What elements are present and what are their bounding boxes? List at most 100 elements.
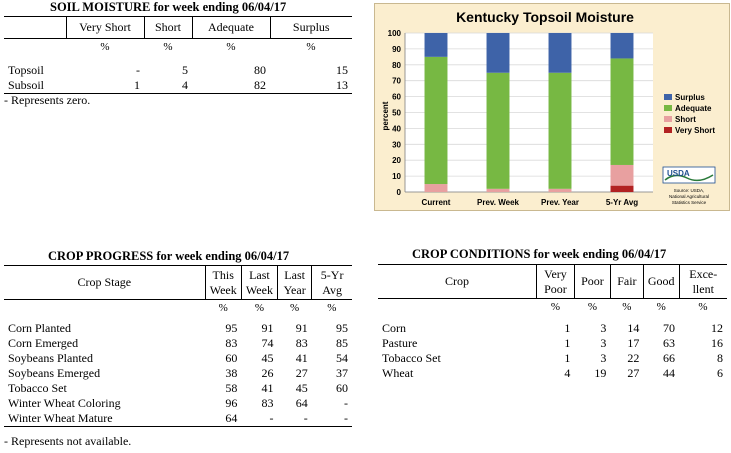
conditions-col-header: Poor [573,264,611,299]
soil-col-header: Adequate [191,16,270,39]
cell-value: 12 [711,321,723,335]
cell-value: 1 [564,336,571,350]
cell-value: 15 [336,63,348,77]
table-row: Soybeans Planted 60 45 41 54 [4,351,352,366]
bar-segment-surplus [548,33,572,73]
cell-value: - [344,396,348,410]
progress-col-header: This Week [204,265,242,300]
table-row: Corn Emerged 83 74 83 85 [4,336,352,351]
cell-value: 60 [225,351,238,365]
cell-value: 17 [627,336,640,350]
cell-value: 66 [663,351,676,365]
cell-value: 3 [600,321,607,335]
row-label: Corn Planted [8,321,71,335]
soil-col-header: Very Short [65,16,144,39]
cell-value: 6 [717,366,723,380]
cell-value: 38 [225,366,238,380]
cell-value: 74 [261,336,274,350]
bar-segment-short [486,188,510,192]
row-label: Corn [382,321,406,335]
table-row: Tobacco Set 58 41 45 60 [4,381,352,396]
cell-value: - [311,411,352,427]
cell-value: 16 [711,336,723,350]
cell-value: 91 [295,321,308,335]
cell-value: - [241,411,278,427]
row-label: Winter Wheat Mature [4,411,206,427]
cell-value: - [136,63,140,77]
cell-value: 19 [594,366,607,380]
table-row: Wheat 4 19 27 44 6 [378,366,727,381]
source-line: Statistics Service [672,200,707,205]
bar-segment-very-short [610,185,634,192]
cell-value: 14 [627,321,640,335]
cell-value: 95 [225,321,238,335]
bar-segment-surplus [486,33,510,73]
cell-value: 13 [270,78,352,94]
cell-value: 60 [336,381,348,395]
table-row: Winter Wheat Coloring 96 83 64 - [4,396,352,411]
bar-segment-adequate [610,58,634,165]
table-row: Corn 1 3 14 70 12 [378,321,727,336]
x-tick-label: Current [422,198,451,207]
bar-segment-short [548,188,572,192]
topsoil-moisture-chart: Kentucky Topsoil Moisture percent 0 10 20 3… [374,3,730,211]
cell-value: 1 [66,78,144,94]
row-label: Soybeans Planted [8,351,93,365]
unit-label: % [306,41,316,53]
progress-col-header: 5-Yr Avg [311,265,352,300]
crop-stage-header: Crop Stage [4,265,206,300]
row-label: Pasture [382,336,418,350]
cell-value: 64 [295,396,308,410]
y-tick-label: 80 [392,61,401,70]
cell-value: 8 [717,351,723,365]
crop-conditions-table: Crop Very Poor Poor Fair Good Exce-llent … [378,264,727,381]
bar-segment-adequate [424,56,448,185]
cell-value: - [277,411,312,427]
table-row: Subsoil 1 4 82 13 [4,78,352,94]
crop-progress-title: CROP PROGRESS for week ending 06/04/17 [48,249,290,263]
x-tick-label: Prev. Year [541,198,579,207]
cell-value: 4 [564,366,571,380]
cell-value: 45 [295,381,308,395]
cell-value: 63 [663,336,676,350]
unit-label: % [163,41,173,53]
cell-value: 3 [600,336,607,350]
legend-swatch [664,105,672,111]
row-label: Topsoil [8,63,44,77]
cell-value: 45 [261,351,274,365]
cell-value: 80 [254,63,266,77]
cell-value: 85 [336,336,348,350]
unit-label: % [254,302,265,314]
cell-value: 83 [225,336,238,350]
unit-label: % [550,301,561,313]
row-label: Subsoil [4,78,66,94]
legend-swatch [664,116,672,122]
table-row: Tobacco Set 1 3 22 66 8 [378,351,727,366]
cell-value: 5 [182,63,188,77]
cell-value: 41 [295,351,308,365]
cell-value: 27 [627,366,640,380]
unit-label: % [698,301,708,313]
conditions-col-header: Fair [609,264,644,299]
legend-swatch [664,127,672,133]
unit-label: % [327,302,337,314]
y-tick-label: 90 [392,45,401,54]
soil-note: - Represents zero. [4,93,91,107]
logo-text: USDA [667,169,690,178]
source-line: National Agricultural [669,194,709,199]
soil-moisture-table: Very Short Short Adequate Surplus % % % … [4,16,352,94]
soil-header-blank [4,16,66,39]
unit-label: % [656,301,666,313]
bar-segment-surplus [610,33,634,59]
cell-value: 54 [336,351,348,365]
x-tick-label: 5-Yr Avg [606,198,638,207]
unit-label: % [587,301,597,313]
row-label: Tobacco Set [382,351,441,365]
row-label: Wheat [382,366,414,380]
table-row: Corn Planted 95 91 91 95 [4,321,352,336]
cell-value: 26 [261,366,274,380]
table-row: Winter Wheat Mature 64- - - [4,411,352,427]
cell-value: 91 [261,321,274,335]
table-row: Topsoil - 5 80 15 [4,63,352,78]
cell-value: 22 [627,351,640,365]
